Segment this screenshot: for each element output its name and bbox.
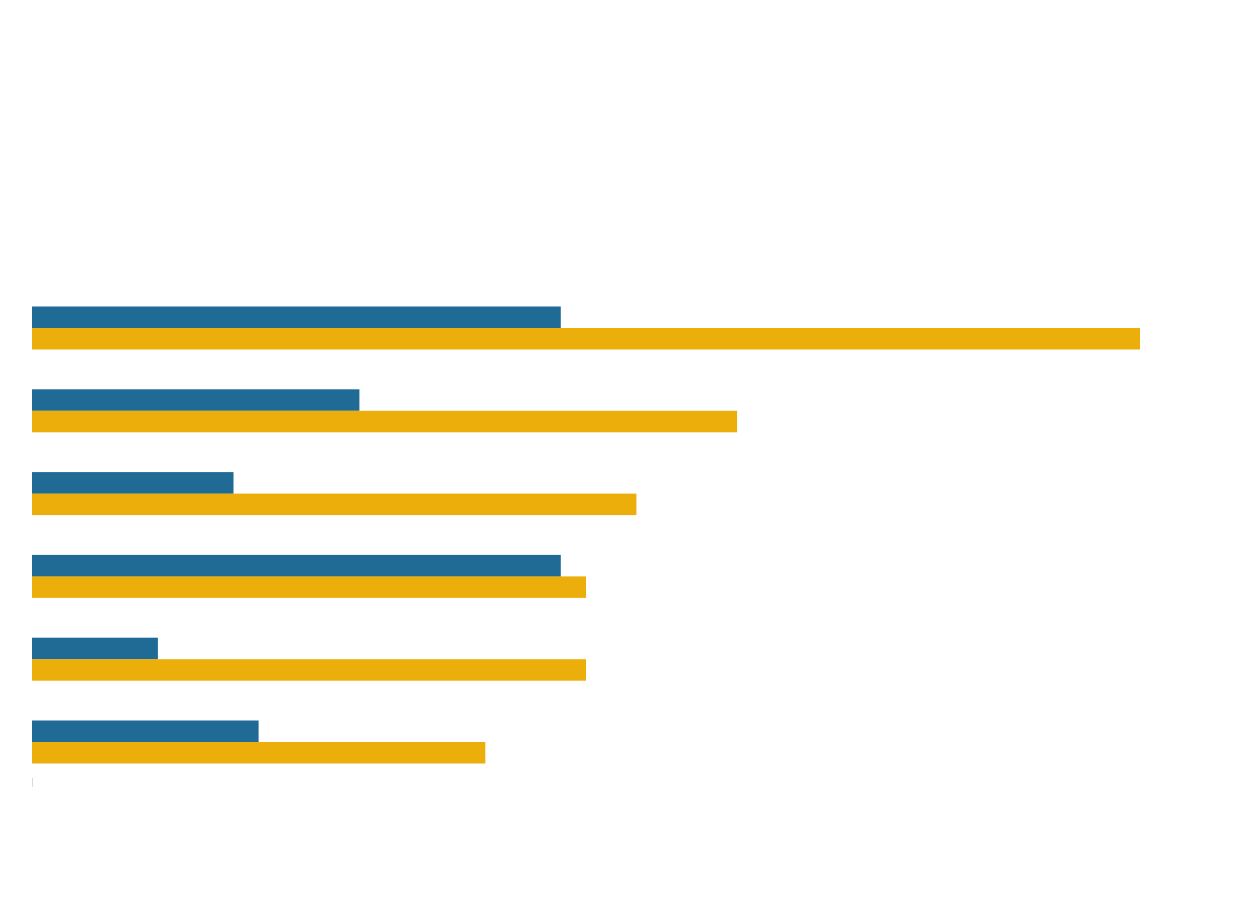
bars-group	[32, 306, 1140, 764]
bar-series-2-row-2	[32, 410, 738, 433]
bar-series-1-row-1	[32, 306, 561, 328]
bar-series-1-row-4	[32, 554, 561, 577]
bar-series-2-row-4	[32, 576, 586, 598]
bar-series-2-row-5	[32, 659, 586, 681]
bar-series-2-row-3	[32, 493, 637, 516]
bar-series-1-row-6	[32, 720, 259, 742]
bar-series-1-row-3	[32, 472, 234, 494]
bar-series-1-row-5	[32, 637, 158, 660]
bar-series-2-row-6	[32, 742, 486, 764]
bar-series-1-row-2	[32, 389, 360, 411]
bar-series-2-row-1	[32, 328, 1140, 350]
